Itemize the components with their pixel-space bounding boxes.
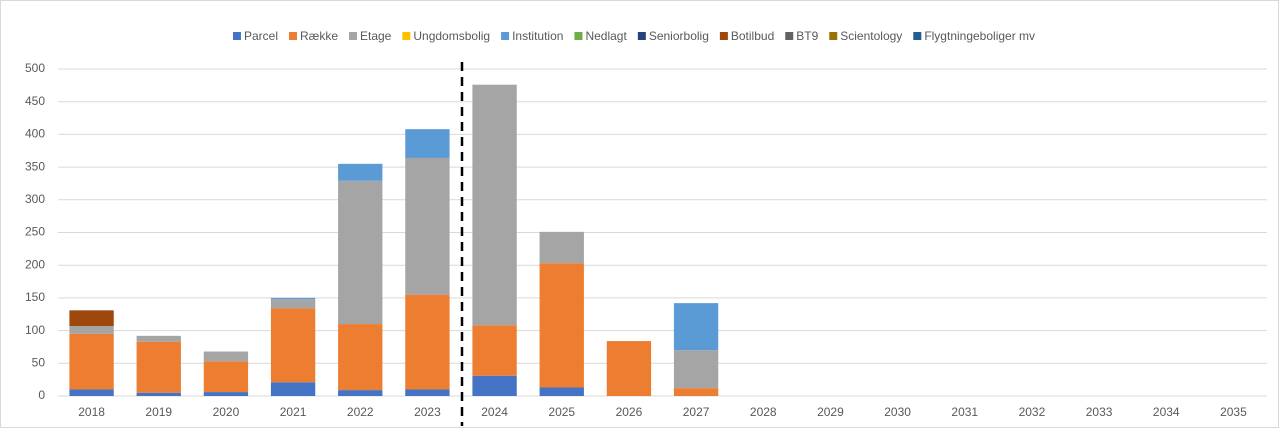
bar-segment (338, 163, 383, 181)
legend-swatch (785, 32, 794, 40)
bar-segment (270, 308, 316, 383)
legend-label: Botilbud (731, 29, 774, 43)
bar-segment (69, 389, 114, 396)
legend-label: Nedlagt (585, 29, 627, 43)
y-tick-label: 400 (25, 127, 45, 141)
bar-segment (136, 392, 181, 396)
bar-segment (472, 84, 517, 326)
x-tick-label: 2031 (951, 405, 978, 419)
bar-segment (472, 375, 517, 396)
bar-segment (673, 350, 719, 389)
legend-label: Scientology (840, 29, 902, 43)
y-tick-label: 50 (32, 355, 46, 369)
legend-swatch (574, 32, 583, 40)
x-tick-label: 2032 (1019, 405, 1046, 419)
bar-segment (69, 326, 114, 334)
bar-segment (203, 361, 249, 393)
legend-swatch (288, 32, 297, 40)
bar-segment (270, 297, 316, 300)
bar-segment (270, 299, 316, 309)
y-tick-label: 100 (25, 323, 45, 337)
x-tick-label: 2020 (213, 405, 240, 419)
y-tick-label: 450 (25, 94, 45, 108)
x-tick-label: 2026 (616, 405, 643, 419)
legend-swatch (637, 32, 646, 40)
bar-segment (136, 341, 181, 393)
bar-segment (203, 351, 249, 362)
bar-segment (136, 335, 181, 342)
legend-swatch (349, 32, 357, 40)
x-tick-label: 2034 (1153, 405, 1180, 419)
legend-label: Flygtningeboliger mv (924, 29, 1035, 43)
y-tick-label: 200 (25, 257, 45, 271)
legend-label: Parcel (244, 29, 278, 43)
legend-swatch (829, 32, 838, 40)
legend-swatch (913, 32, 922, 40)
legend-swatch (402, 32, 411, 40)
bar-segment (338, 390, 383, 396)
x-tick-label: 2024 (481, 405, 508, 419)
legend: Parcel Række Etage Ungdomsbolig Institution N… (232, 29, 1035, 43)
bar-segment (270, 382, 316, 396)
y-tick-label: 500 (25, 61, 45, 75)
y-tick-label: 150 (25, 290, 45, 304)
x-tick-label: 2029 (817, 405, 844, 419)
bar-segment (405, 389, 450, 396)
bar-segment (405, 157, 450, 295)
x-tick-label: 2030 (884, 405, 911, 419)
legend-label: Række (300, 29, 338, 43)
x-tick-label: 2018 (78, 405, 105, 419)
legend-label: Institution (512, 29, 563, 43)
y-tick-label: 250 (25, 225, 45, 239)
bar-segment (69, 310, 114, 327)
bar-segment (472, 325, 517, 376)
bar-segment (606, 341, 652, 396)
bar-segment (539, 387, 584, 396)
x-tick-label: 2027 (683, 405, 710, 419)
x-tick-label: 2033 (1086, 405, 1113, 419)
bar-segment (405, 129, 450, 158)
x-tick-label: 2035 (1220, 405, 1247, 419)
legend-swatch (232, 32, 241, 40)
legend-label: Seniorbolig (649, 29, 709, 43)
bar-segment (338, 180, 383, 325)
x-tick-label: 2019 (145, 405, 172, 419)
legend-swatch (719, 32, 728, 40)
bar-segment (539, 231, 584, 264)
legend-label: Ungdomsbolig (413, 29, 490, 43)
bar-segment (673, 388, 719, 396)
bar-segment (338, 324, 383, 391)
legend-label: BT9 (796, 29, 818, 43)
legend-label: Etage (360, 29, 392, 43)
y-tick-label: 350 (25, 159, 45, 173)
y-tick-label: 300 (25, 192, 45, 206)
x-tick-label: 2021 (280, 405, 307, 419)
bar-segment (539, 263, 584, 388)
bar-segment (673, 303, 719, 351)
x-tick-label: 2025 (548, 405, 575, 419)
x-tick-label: 2028 (750, 405, 777, 419)
x-tick-label: 2022 (347, 405, 374, 419)
x-tick-label: 2023 (414, 405, 441, 419)
legend-swatch (501, 32, 510, 40)
bar-segment (203, 392, 249, 396)
y-tick-label: 0 (38, 388, 45, 402)
bar-segment (405, 294, 450, 390)
bar-segment (69, 333, 114, 390)
